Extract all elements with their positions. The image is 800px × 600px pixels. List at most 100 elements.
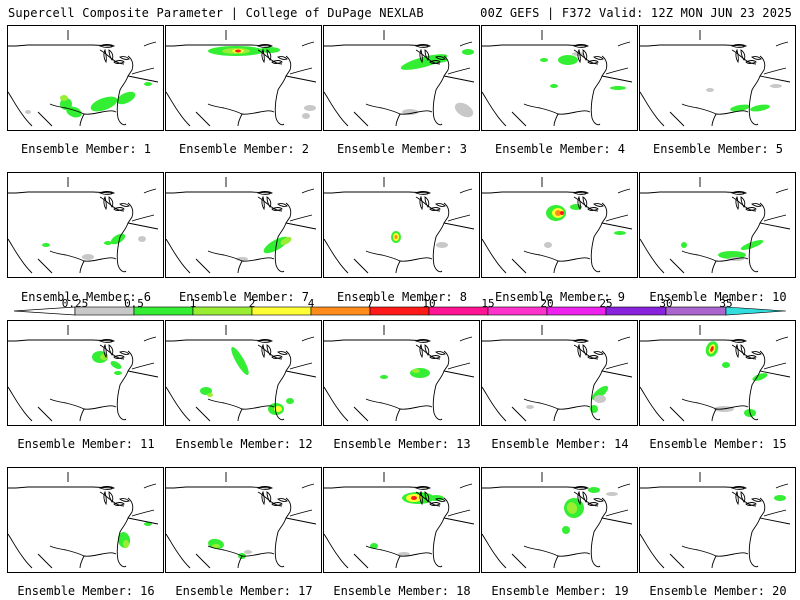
scp-contour bbox=[770, 84, 782, 88]
ensemble-member-map bbox=[481, 467, 638, 573]
scp-contour bbox=[370, 543, 378, 549]
ensemble-member-map bbox=[639, 320, 796, 426]
scp-contour bbox=[200, 387, 212, 395]
scp-contour bbox=[114, 371, 122, 375]
coastline bbox=[324, 472, 475, 569]
scale-bin bbox=[310, 306, 371, 316]
map-field bbox=[324, 325, 475, 422]
scp-contour bbox=[606, 492, 618, 496]
scp-contour bbox=[706, 88, 714, 92]
scp-contour bbox=[207, 393, 213, 397]
scale-bin bbox=[192, 306, 253, 316]
member-label: Ensemble Member: 11 bbox=[17, 437, 155, 451]
ensemble-member-map bbox=[165, 467, 322, 573]
scp-contour bbox=[555, 210, 561, 216]
scale-tick-label: 7 bbox=[366, 297, 374, 310]
member-label: Ensemble Member: 14 bbox=[491, 437, 629, 451]
coastline bbox=[324, 30, 475, 127]
scp-contour bbox=[588, 487, 600, 493]
scp-contour bbox=[244, 550, 252, 554]
ensemble-member-map bbox=[481, 172, 638, 278]
scp-contour bbox=[144, 522, 152, 526]
member-label: Ensemble Member: 7 bbox=[178, 290, 310, 304]
member-label: Ensemble Member: 10 bbox=[649, 290, 787, 304]
ensemble-member-map bbox=[639, 25, 796, 131]
coastline bbox=[640, 177, 791, 274]
scp-contour bbox=[82, 254, 94, 260]
scp-contour bbox=[144, 82, 152, 86]
member-label: Ensemble Member: 4 bbox=[494, 142, 626, 156]
map-field bbox=[8, 177, 159, 274]
scp-contour bbox=[42, 243, 50, 247]
ensemble-member-map bbox=[7, 320, 164, 426]
ensemble-member-map bbox=[7, 25, 164, 131]
ensemble-member-map bbox=[7, 172, 164, 278]
scp-contour bbox=[454, 102, 474, 118]
ensemble-member-map bbox=[481, 320, 638, 426]
member-label: Ensemble Member: 19 bbox=[491, 584, 629, 598]
scp-contour bbox=[302, 113, 310, 119]
ensemble-member-map bbox=[323, 172, 480, 278]
scale-tick-label: 15 bbox=[481, 297, 495, 310]
scp-contour bbox=[60, 95, 68, 101]
map-field bbox=[166, 325, 317, 422]
ensemble-member-map bbox=[323, 467, 480, 573]
coastline bbox=[482, 177, 633, 274]
member-label: Ensemble Member: 5 bbox=[652, 142, 784, 156]
ensemble-member-map bbox=[323, 25, 480, 131]
member-label: Ensemble Member: 18 bbox=[333, 584, 471, 598]
scp-contour bbox=[398, 552, 410, 556]
member-label: Ensemble Member: 20 bbox=[649, 584, 787, 598]
color-scale bbox=[0, 294, 800, 324]
member-label: Ensemble Member: 6 bbox=[20, 290, 152, 304]
map-field bbox=[640, 472, 791, 569]
scale-tick-label: 0.5 bbox=[124, 297, 144, 310]
map-field bbox=[482, 325, 633, 422]
coastline bbox=[166, 472, 317, 569]
coastline bbox=[166, 30, 317, 127]
member-label: Ensemble Member: 1 bbox=[20, 142, 152, 156]
scp-contour bbox=[116, 91, 136, 105]
member-label: Ensemble Member: 9 bbox=[494, 290, 626, 304]
map-field bbox=[324, 30, 475, 127]
scp-contour bbox=[722, 362, 730, 368]
scale-bin bbox=[369, 306, 430, 316]
scp-contour bbox=[412, 369, 420, 373]
scp-contour bbox=[280, 237, 292, 245]
coastline bbox=[324, 177, 475, 274]
scp-contour bbox=[138, 236, 146, 242]
scale-bin bbox=[605, 306, 667, 316]
scp-contour bbox=[394, 235, 398, 239]
ensemble-member-map bbox=[639, 467, 796, 573]
map-field bbox=[324, 177, 475, 274]
scale-tick-label: 2 bbox=[248, 297, 256, 310]
scp-contour bbox=[104, 241, 112, 245]
scp-contour bbox=[550, 84, 558, 88]
scp-contour bbox=[718, 251, 746, 259]
scale-bin bbox=[546, 306, 607, 316]
member-label: Ensemble Member: 15 bbox=[649, 437, 787, 451]
scp-contour bbox=[304, 105, 316, 111]
scp-contour bbox=[740, 240, 764, 250]
scp-contour bbox=[90, 96, 118, 112]
scp-contour bbox=[260, 47, 280, 53]
map-field bbox=[640, 30, 791, 127]
coastline bbox=[324, 325, 475, 422]
scp-contour bbox=[402, 109, 418, 115]
coastline bbox=[166, 325, 317, 422]
scp-contour bbox=[774, 495, 786, 501]
scale-tick-label: 25 bbox=[599, 297, 613, 310]
scale-tick-label: 20 bbox=[540, 297, 554, 310]
ensemble-member-map bbox=[165, 172, 322, 278]
ensemble-member-map bbox=[165, 25, 322, 131]
ensemble-member-map bbox=[481, 25, 638, 131]
scale-bin bbox=[251, 306, 312, 316]
scp-contour bbox=[560, 211, 564, 215]
scale-bin bbox=[665, 306, 727, 316]
coastline bbox=[482, 325, 633, 422]
map-field bbox=[324, 472, 475, 569]
map-field bbox=[166, 177, 317, 274]
color-scale-bar bbox=[13, 306, 787, 316]
map-title: Supercell Composite Parameter | College … bbox=[8, 6, 424, 20]
coastline bbox=[482, 30, 633, 127]
